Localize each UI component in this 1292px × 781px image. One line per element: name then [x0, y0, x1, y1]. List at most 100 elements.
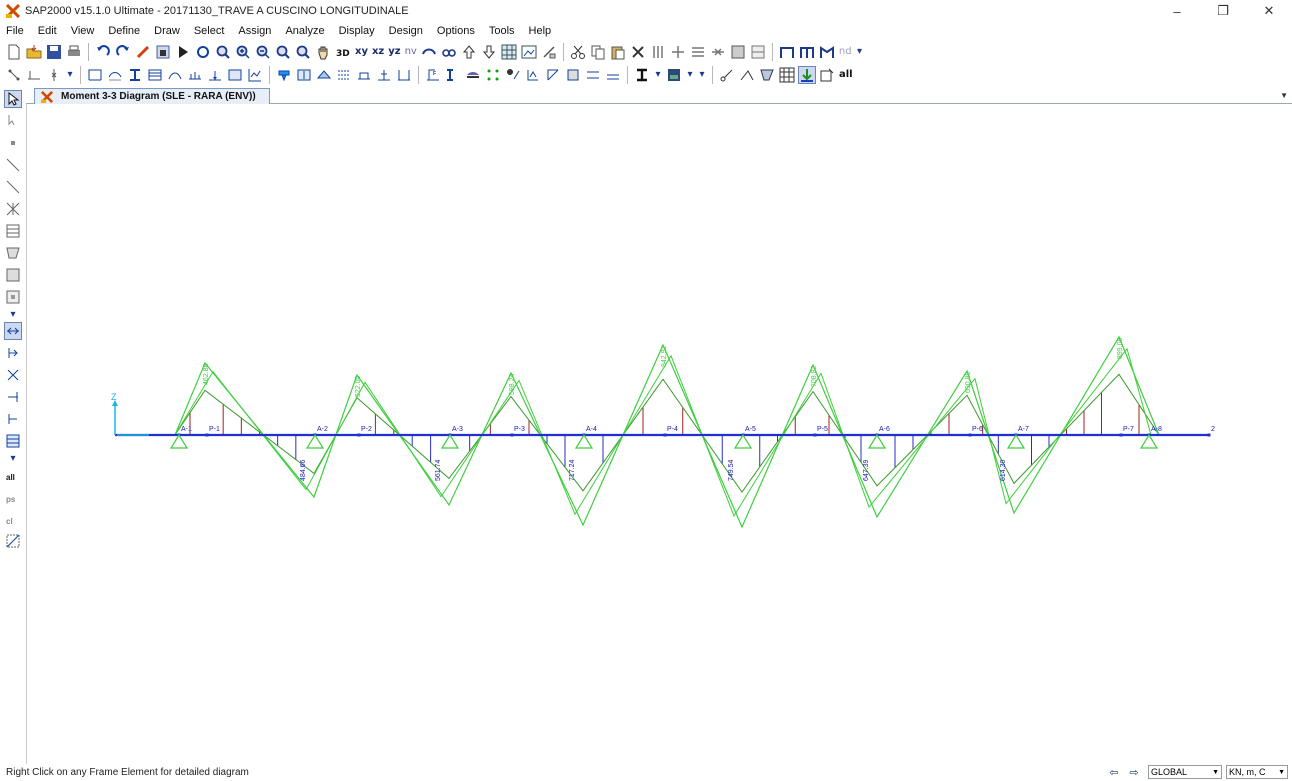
menu-file[interactable]: File [6, 25, 24, 37]
show-tables-icon[interactable] [146, 66, 164, 84]
cut-icon[interactable] [569, 43, 587, 61]
load-cases-icon[interactable] [504, 66, 522, 84]
quick-draw-frame-icon[interactable] [4, 178, 22, 196]
new-model-icon[interactable] [5, 43, 23, 61]
close-button[interactable]: ✕ [1263, 3, 1275, 18]
menu-draw[interactable]: Draw [154, 25, 180, 37]
menu-view[interactable]: View [70, 25, 95, 37]
replicate-icon[interactable] [649, 43, 667, 61]
view-yz-button[interactable]: yz [388, 46, 401, 57]
zoom-out-icon[interactable] [254, 43, 272, 61]
rotate-3d-icon[interactable] [420, 43, 438, 61]
display-options-icon[interactable] [520, 43, 538, 61]
copy-icon[interactable] [589, 43, 607, 61]
draw-frame-cable-icon[interactable] [4, 156, 22, 174]
select-all-icon[interactable] [4, 432, 22, 450]
color-display-icon[interactable] [665, 66, 683, 84]
merge-joints-icon[interactable] [709, 43, 727, 61]
assign-restraints-icon[interactable] [275, 66, 293, 84]
view-3d-icon[interactable]: 3D [334, 43, 352, 61]
paste-icon[interactable] [609, 43, 627, 61]
coord-system-select[interactable]: GLOBAL ▼ [1148, 765, 1222, 779]
move-down-icon[interactable] [480, 43, 498, 61]
show-grid-icon[interactable] [778, 66, 796, 84]
intersecting-line-icon[interactable] [4, 532, 22, 550]
draw-frame-3-icon[interactable] [818, 43, 836, 61]
show-undeformed-icon[interactable] [86, 66, 104, 84]
draw-frame-icon[interactable] [778, 43, 796, 61]
moving-load-icon[interactable] [604, 66, 622, 84]
quick-draw-secondary-icon[interactable] [4, 222, 22, 240]
snap-points-icon[interactable] [5, 66, 23, 84]
toolbar-dropdown-icon[interactable]: ▾ [655, 69, 661, 80]
reshaper-icon[interactable] [4, 112, 22, 130]
view-xz-button[interactable]: xz [371, 46, 385, 57]
zoom-previous-icon[interactable] [274, 43, 292, 61]
view-nv-button[interactable]: nv [404, 46, 417, 57]
assign-groups-icon[interactable] [355, 66, 373, 84]
fill-objects-icon[interactable] [758, 66, 776, 84]
dimension-line-icon[interactable] [4, 388, 22, 406]
section-cut-draw-icon[interactable] [4, 366, 22, 384]
assign-joint-loads-icon[interactable] [295, 66, 313, 84]
joint-reactions-icon[interactable] [206, 66, 224, 84]
grid-options-icon[interactable] [500, 43, 518, 61]
menu-tools[interactable]: Tools [488, 25, 515, 37]
assign-frame-loads-icon[interactable] [315, 66, 333, 84]
minimize-button[interactable]: – [1173, 3, 1181, 19]
previous-selection-icon[interactable]: ps [4, 488, 22, 506]
pencil-icon[interactable] [134, 43, 152, 61]
menu-options[interactable]: Options [436, 25, 475, 37]
select-all-alt-icon[interactable]: all [4, 466, 22, 484]
draw-joint-icon[interactable] [4, 134, 22, 152]
joint-patterns-icon[interactable] [484, 66, 502, 84]
set-display-options-icon[interactable]: F [424, 66, 442, 84]
toolbar-dropdown-icon[interactable]: ▾ [687, 69, 693, 80]
show-axes-icon[interactable] [798, 65, 816, 84]
section-cut-icon[interactable] [540, 43, 558, 61]
menu-display[interactable]: Display [338, 25, 375, 37]
toolbar-dropdown-icon[interactable]: ▾ [10, 308, 16, 320]
menu-define[interactable]: Define [108, 25, 141, 37]
draw-frame-2-icon[interactable] [798, 43, 816, 61]
quick-draw-braces-icon[interactable] [4, 200, 22, 218]
delete-icon[interactable] [629, 43, 647, 61]
divide-frames-icon[interactable] [689, 43, 707, 61]
arrow-left-icon[interactable]: ⇦ [1109, 766, 1119, 779]
pan-icon[interactable] [314, 43, 332, 61]
show-stresses-icon[interactable] [226, 66, 244, 84]
show-plot-icon[interactable] [246, 66, 264, 84]
assign-releases-icon[interactable] [395, 66, 413, 84]
run-analysis-icon[interactable] [174, 43, 192, 61]
toolbar-dropdown-icon[interactable]: ▾ [857, 46, 863, 57]
snap-intersect-icon[interactable] [45, 66, 63, 84]
menu-edit[interactable]: Edit [37, 25, 57, 37]
select-edit-icon[interactable] [818, 66, 836, 84]
frame-sections-icon[interactable] [544, 66, 562, 84]
open-folder-icon[interactable] [25, 43, 43, 61]
menu-design[interactable]: Design [388, 25, 423, 37]
extrude-view-icon[interactable] [738, 66, 756, 84]
combinations-icon[interactable] [584, 66, 602, 84]
tab-moment-diagram[interactable]: Moment 3-3 Diagram (SLE - RARA (ENV)) [34, 88, 270, 104]
lock-model-icon[interactable] [154, 43, 172, 61]
select-all-button[interactable]: all [839, 69, 853, 80]
show-sections-icon[interactable] [126, 66, 144, 84]
toolbar-dropdown-icon[interactable]: ▾ [699, 69, 705, 80]
show-deformed-icon[interactable] [166, 66, 184, 84]
bridge-wizard-icon[interactable] [464, 66, 482, 84]
menu-help[interactable]: Help [528, 25, 552, 37]
assign-springs-icon[interactable] [375, 66, 393, 84]
snap-lines-icon[interactable] [25, 66, 43, 84]
nd-dropdown[interactable]: nd [838, 46, 852, 57]
area-sections-icon[interactable] [564, 66, 582, 84]
draw-poly-area-icon[interactable] [4, 244, 22, 262]
show-loads-icon[interactable] [106, 66, 124, 84]
undo-icon[interactable] [94, 43, 112, 61]
zoom-in-icon[interactable] [234, 43, 252, 61]
view-xy-button[interactable]: xy [355, 46, 368, 57]
tab-dropdown-icon[interactable]: ▼ [1280, 91, 1288, 100]
show-forces-icon[interactable] [186, 66, 204, 84]
menu-assign[interactable]: Assign [238, 25, 272, 37]
toolbar-dropdown-icon[interactable]: ▾ [10, 452, 16, 464]
